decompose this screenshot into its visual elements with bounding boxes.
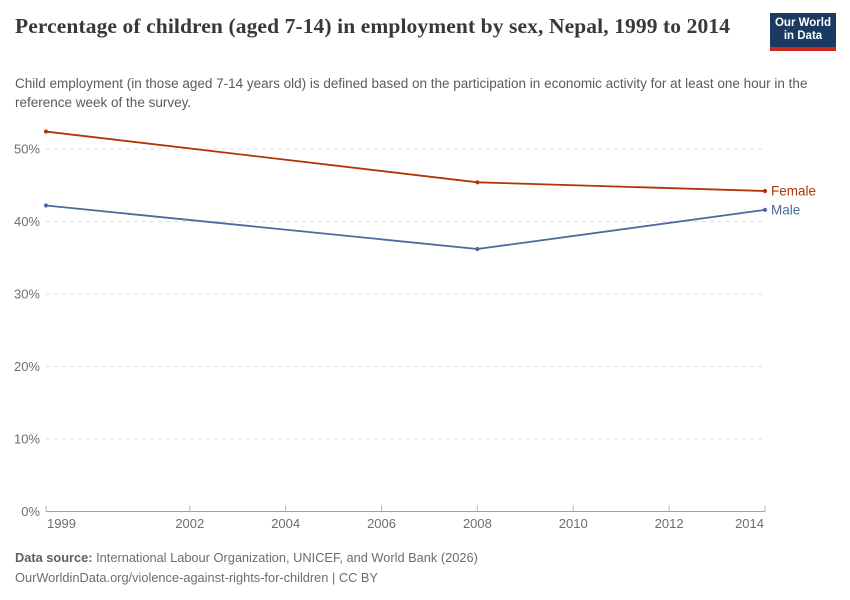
series-label-male: Male xyxy=(771,203,800,218)
x-tick-label-2002: 2002 xyxy=(175,516,204,531)
owid-logo-line2: in Data xyxy=(783,30,823,42)
y-tick-label-20: 20% xyxy=(14,359,40,374)
series-point-male-1999[interactable] xyxy=(43,203,49,208)
x-tick-label-2014: 2014 xyxy=(735,516,764,531)
footer-datasource: Data source: International Labour Organi… xyxy=(15,550,478,566)
x-tick-label-2012: 2012 xyxy=(655,516,684,531)
series-point-female-2014[interactable] xyxy=(762,188,768,194)
y-tick-label-10: 10% xyxy=(14,432,40,447)
x-tick-label-2010: 2010 xyxy=(559,516,588,531)
x-tick-label-1999: 1999 xyxy=(47,516,76,531)
series-point-female-2008[interactable] xyxy=(475,180,480,185)
y-tick-label-0: 0% xyxy=(21,504,40,519)
owid-logo[interactable]: Our World in Data xyxy=(770,13,836,51)
series-line-male[interactable] xyxy=(45,204,766,250)
series-point-male-2008[interactable] xyxy=(475,246,480,252)
x-tick-label-2008: 2008 xyxy=(463,516,492,531)
chart-subtitle: Child employment (in those aged 7-14 yea… xyxy=(15,76,808,110)
series-line-female[interactable] xyxy=(45,130,766,192)
footer-url-link[interactable]: OurWorldinData.org/violence-against-righ… xyxy=(15,570,378,585)
series-label-female: Female xyxy=(771,184,816,199)
y-tick-label-50: 50% xyxy=(14,142,40,157)
x-tick-label-2004: 2004 xyxy=(271,516,300,531)
series-point-female-1999[interactable] xyxy=(43,129,49,134)
footer-datasource-text: International Labour Organization, UNICE… xyxy=(96,550,478,565)
chart-title: Percentage of children (aged 7-14) in em… xyxy=(15,14,731,38)
y-tick-label-40: 40% xyxy=(14,214,40,229)
footer-datasource-label: Data source: xyxy=(15,550,93,565)
owid-logo-line1: Our World xyxy=(774,16,831,29)
x-tick-label-2006: 2006 xyxy=(367,516,396,531)
series-point-male-2014[interactable] xyxy=(762,207,768,212)
y-tick-label-30: 30% xyxy=(14,287,40,302)
